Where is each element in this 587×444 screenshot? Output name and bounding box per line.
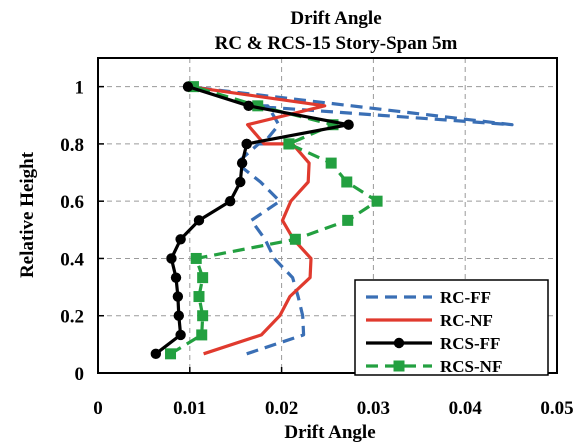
data-point-rcs-ff bbox=[193, 215, 205, 226]
data-point-rcs-ff bbox=[175, 329, 186, 341]
series-rcs-ff bbox=[150, 81, 354, 360]
data-point-rcs-ff bbox=[172, 291, 184, 302]
plot-frame bbox=[97, 57, 558, 374]
data-point-rcs-nf bbox=[197, 310, 209, 322]
data-point-rcs-ff bbox=[175, 234, 186, 245]
x-axis-label: Drift Angle bbox=[284, 422, 375, 443]
series-rc-ff bbox=[187, 85, 514, 356]
chart-title: Drift Angle bbox=[290, 8, 381, 29]
x-tick-label: 0.02 bbox=[265, 398, 298, 419]
series-line-rc-nf bbox=[188, 85, 327, 356]
y-tick-label: 0.6 bbox=[60, 192, 84, 213]
chart-subtitle: RC & RCS-15 Story-Span 5m bbox=[215, 33, 458, 54]
legend-label: RCS-FF bbox=[440, 334, 500, 353]
data-point-rcs-nf bbox=[193, 291, 205, 303]
legend-label: RC-FF bbox=[440, 288, 491, 307]
data-point-rcs-nf bbox=[342, 214, 354, 226]
data-point-rcs-nf bbox=[196, 329, 208, 341]
data-point-rcs-nf bbox=[341, 176, 353, 188]
legend-marker bbox=[393, 360, 405, 372]
data-point-rcs-ff bbox=[224, 195, 236, 207]
data-point-rcs-nf bbox=[327, 119, 339, 131]
data-point-rcs-nf bbox=[190, 252, 202, 264]
y-tick-label: 0.8 bbox=[60, 135, 84, 156]
data-point-rcs-ff bbox=[170, 272, 182, 283]
data-point-rcs-nf bbox=[371, 195, 383, 207]
axis-ticks: 0 0.01 0.02 0.03 0.04 0.05 0 0.2 0.4 0.6 0.8 1 bbox=[60, 78, 573, 419]
legend-marker bbox=[393, 337, 405, 349]
data-point-rcs-ff bbox=[182, 81, 194, 92]
series-group bbox=[150, 81, 514, 360]
data-point-rcs-ff bbox=[343, 119, 354, 130]
series-rcs-nf bbox=[165, 81, 383, 360]
y-tick-label: 1 bbox=[75, 78, 85, 99]
y-tick-label: 0 bbox=[75, 364, 85, 385]
data-point-rcs-ff bbox=[236, 157, 248, 169]
data-point-rcs-ff bbox=[150, 348, 162, 360]
y-tick-label: 0.2 bbox=[60, 307, 84, 328]
x-tick-label: 0.04 bbox=[449, 398, 483, 419]
legend-item-rc-nf: RC-NF bbox=[366, 311, 493, 330]
legend-label: RC-NF bbox=[440, 311, 493, 330]
data-point-rcs-ff bbox=[235, 176, 246, 188]
x-tick-label: 0 bbox=[93, 398, 103, 419]
data-point-rcs-nf bbox=[252, 100, 264, 112]
legend-item-rc-ff: RC-FF bbox=[366, 288, 491, 307]
series-rc-nf bbox=[188, 85, 327, 356]
data-point-rcs-nf bbox=[325, 157, 337, 169]
x-tick-label: 0.05 bbox=[540, 398, 573, 419]
legend-item-rcs-nf: RCS-NF bbox=[366, 357, 502, 376]
data-point-rcs-ff bbox=[241, 138, 252, 150]
x-tick-label: 0.03 bbox=[357, 398, 390, 419]
data-point-rcs-nf bbox=[289, 233, 301, 245]
data-point-rcs-nf bbox=[165, 348, 177, 360]
data-point-rcs-nf bbox=[283, 138, 295, 150]
legend-label: RCS-NF bbox=[440, 357, 502, 376]
legend: RC-FF RC-NF RCS-FF RCS-NF bbox=[354, 279, 549, 376]
data-point-rcs-nf bbox=[197, 272, 209, 284]
legend-item-rcs-ff: RCS-FF bbox=[366, 334, 500, 353]
y-axis-label: Relative Height bbox=[17, 151, 38, 278]
y-tick-label: 0.4 bbox=[60, 249, 84, 270]
x-tick-label: 0.01 bbox=[173, 398, 206, 419]
series-line-rc-ff bbox=[187, 85, 514, 356]
data-point-rcs-ff bbox=[243, 100, 254, 112]
data-point-rcs-nf bbox=[187, 81, 199, 93]
data-point-rcs-ff bbox=[173, 310, 184, 321]
data-point-rcs-ff bbox=[166, 253, 177, 264]
